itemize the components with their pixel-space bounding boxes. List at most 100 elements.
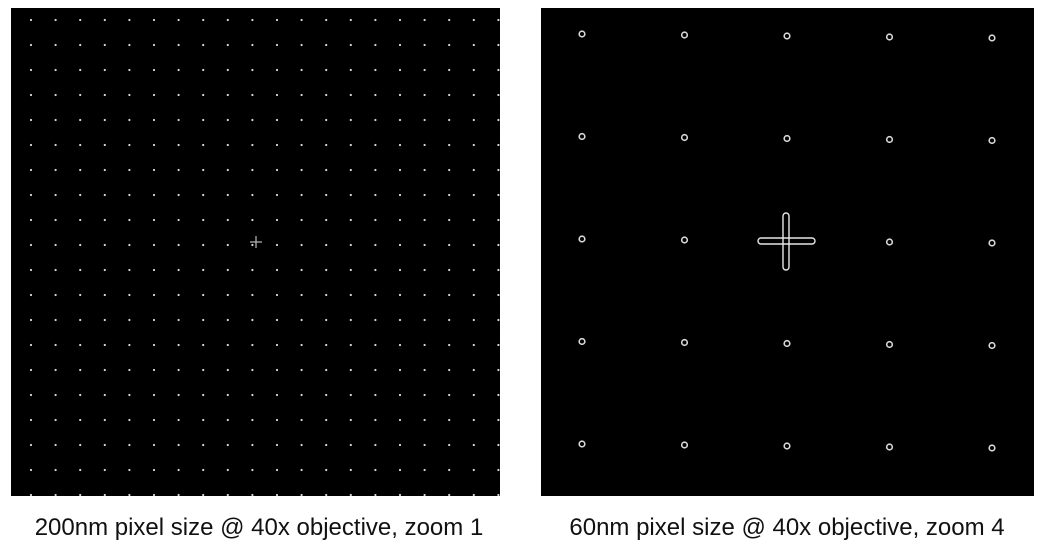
grid-dot bbox=[79, 418, 82, 422]
grid-dot bbox=[251, 443, 254, 447]
grid-dot bbox=[79, 368, 82, 372]
grid-dot bbox=[128, 468, 131, 472]
grid-dot bbox=[472, 443, 475, 447]
grid-dot bbox=[54, 368, 57, 372]
grid-ring-dot bbox=[783, 32, 791, 40]
grid-dot bbox=[226, 293, 229, 297]
grid-dot bbox=[472, 318, 475, 322]
grid-dot bbox=[226, 43, 229, 47]
grid-dot bbox=[472, 468, 475, 472]
grid-dot bbox=[497, 143, 500, 147]
grid-dot bbox=[398, 443, 402, 447]
grid-dot bbox=[448, 468, 451, 472]
grid-dot bbox=[472, 218, 475, 222]
grid-dot bbox=[448, 443, 451, 447]
grid-dot bbox=[275, 93, 279, 97]
grid-dot bbox=[497, 18, 500, 22]
grid-dot bbox=[202, 468, 205, 472]
grid-dot bbox=[251, 168, 254, 172]
grid-dot bbox=[103, 293, 106, 297]
grid-dot bbox=[251, 193, 254, 197]
grid-dot bbox=[349, 18, 352, 22]
grid-dot bbox=[325, 218, 328, 222]
grid-dot bbox=[349, 93, 352, 97]
grid-dot bbox=[202, 218, 205, 222]
grid-dot bbox=[103, 418, 106, 422]
grid-dot bbox=[152, 18, 156, 22]
grid-dot bbox=[423, 368, 426, 372]
grid-dot bbox=[325, 343, 328, 347]
grid-dot bbox=[152, 293, 156, 297]
grid-dot bbox=[398, 168, 402, 172]
grid-dot bbox=[177, 468, 180, 472]
grid-dot bbox=[374, 368, 377, 372]
grid-dot bbox=[251, 343, 254, 347]
grid-dot bbox=[79, 68, 82, 72]
microscope-image-zoom-1 bbox=[11, 8, 500, 496]
grid-dot bbox=[374, 93, 377, 97]
grid-dot bbox=[448, 143, 451, 147]
grid-dot bbox=[251, 68, 254, 72]
grid-dot bbox=[325, 418, 328, 422]
grid-dot bbox=[325, 43, 328, 47]
grid-dot bbox=[226, 418, 229, 422]
grid-dot bbox=[128, 18, 131, 22]
caption-left: 200nm pixel size @ 40x objective, zoom 1 bbox=[34, 514, 484, 541]
dot-grid-right bbox=[578, 30, 996, 452]
grid-dot bbox=[29, 68, 33, 72]
grid-dot bbox=[472, 68, 475, 72]
grid-dot bbox=[79, 218, 82, 222]
grid-dot bbox=[29, 18, 33, 22]
grid-dot bbox=[226, 443, 229, 447]
grid-dot bbox=[374, 343, 377, 347]
grid-dot bbox=[29, 43, 33, 47]
grid-dot bbox=[177, 168, 180, 172]
grid-dot bbox=[349, 418, 352, 422]
grid-dot bbox=[300, 168, 303, 172]
grid-dot bbox=[29, 493, 33, 496]
grid-dot bbox=[152, 343, 156, 347]
grid-dot bbox=[497, 118, 500, 122]
grid-dot bbox=[202, 443, 205, 447]
grid-dot bbox=[398, 93, 402, 97]
grid-dot bbox=[202, 118, 205, 122]
grid-dot bbox=[226, 318, 229, 322]
center-cross-marker bbox=[757, 212, 816, 271]
grid-dot bbox=[423, 418, 426, 422]
grid-dot bbox=[29, 118, 33, 122]
grid-dot bbox=[497, 268, 500, 272]
grid-dot bbox=[54, 143, 57, 147]
grid-ring-dot bbox=[680, 133, 689, 142]
grid-dot bbox=[423, 468, 426, 472]
grid-dot bbox=[275, 68, 279, 72]
grid-dot bbox=[398, 118, 402, 122]
grid-dot bbox=[448, 243, 451, 247]
grid-ring-dot bbox=[988, 444, 996, 452]
grid-dot bbox=[300, 143, 303, 147]
grid-dot bbox=[497, 168, 500, 172]
grid-dot bbox=[448, 318, 451, 322]
grid-dot bbox=[349, 493, 352, 496]
grid-dot bbox=[251, 218, 254, 222]
grid-dot bbox=[29, 418, 33, 422]
grid-dot bbox=[349, 143, 352, 147]
grid-dot bbox=[448, 368, 451, 372]
grid-dot bbox=[472, 393, 475, 397]
grid-dot bbox=[325, 393, 328, 397]
grid-dot bbox=[152, 318, 156, 322]
grid-dot bbox=[374, 393, 377, 397]
grid-dot bbox=[177, 293, 180, 297]
grid-ring-dot bbox=[680, 236, 689, 244]
grid-dot bbox=[251, 318, 254, 322]
grid-dot bbox=[54, 218, 57, 222]
grid-dot bbox=[448, 393, 451, 397]
grid-dot bbox=[152, 193, 156, 197]
grid-dot bbox=[79, 468, 82, 472]
grid-dot bbox=[275, 468, 279, 472]
grid-dot bbox=[275, 368, 279, 372]
grid-dot bbox=[448, 43, 451, 47]
grid-dot bbox=[152, 468, 156, 472]
grid-dot bbox=[423, 68, 426, 72]
grid-dot bbox=[275, 118, 279, 122]
grid-dot bbox=[472, 243, 475, 247]
